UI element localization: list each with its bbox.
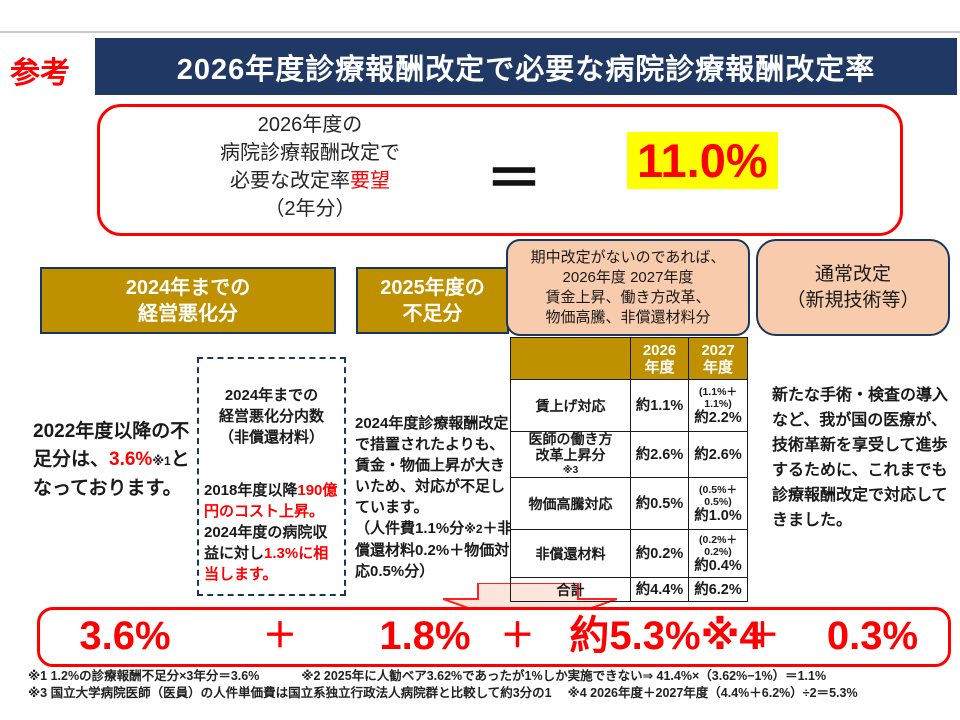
mid-note-ref2: ※2 <box>464 522 483 536</box>
dashed-seg3: 1.3%に相当します。 <box>204 545 329 583</box>
table-cell-value: 約0.4% <box>694 557 742 574</box>
dashed-seg1: 190億円のコスト上昇。 <box>204 482 338 520</box>
left-note: 2022年度以降の不足分は、3.6%※1となっております。 <box>33 418 205 503</box>
requirement-line1: 2026年度の <box>257 114 363 136</box>
table-cell-2027: (0.5%＋ 0.5%) 約1.0% <box>689 478 748 530</box>
footnote-1: ※1 1.2%の診療報酬不足分×3年分＝3.6% <box>28 669 260 683</box>
plus-sign-1: ＋ <box>263 617 297 655</box>
category-normal-revision: 通常改定 （新規技術等） <box>756 239 950 336</box>
sum-value-1: 3.6% <box>79 614 171 658</box>
sum-box: 3.6% ＋ 1.8% ＋ 約5.3% ※4 ＋ 0.3% <box>37 607 951 667</box>
table-cell-paren: (0.5%＋ 0.5%) <box>699 483 737 508</box>
table-row-label-note: ※3 <box>562 464 579 476</box>
table-cell-paren: (0.2%＋ 0.2%) <box>699 533 737 558</box>
table-header-2027: 2027 年度 <box>689 338 748 380</box>
table-cell-2027: (0.2%＋ 0.2%) 約0.4% <box>689 530 748 578</box>
category-past-deterioration: 2024年までの 経営悪化分 <box>40 267 336 334</box>
category-2025-shortfall: 2025年度の 不足分 <box>356 267 509 334</box>
table-header-empty <box>511 338 631 380</box>
table-cell-2026: 約1.1% <box>631 380 689 432</box>
footnote-2: ※2 2025年に人勧ベア3.62%であったが1%しか実施できない⇒ 41.4%… <box>301 669 827 683</box>
requirement-line3-red: 要望 <box>350 170 390 192</box>
table-cell-2027: 約2.6% <box>689 432 748 478</box>
table-cell-2026: 約2.6% <box>631 432 689 478</box>
page-title: 2026年度診療報酬改定で必要な病院診療報酬改定率 <box>95 38 957 95</box>
top-divider <box>0 31 960 33</box>
table-cell-2026: 約0.5% <box>631 478 689 530</box>
footnote-line-2: ※3 国立大学病院医師（医員）の人件単価費は国立系独立行政法人病院群と比較して約… <box>28 685 953 702</box>
reference-tag: 参考 <box>10 57 70 90</box>
rate-table: 2026 年度 2027 年度 賃上げ対応 約1.1% (1.1%＋ 1.1%)… <box>510 337 748 602</box>
plus-sign-3: ＋ <box>745 617 780 655</box>
sum-value-4: 0.3% <box>826 614 919 658</box>
table-row-label-text: 医師の働き方 改革上昇分 <box>528 430 613 463</box>
requirement-line3-black: 必要な改定率 <box>230 170 350 192</box>
right-note: 新たな手術・検査の導入など、我が国の医療が、技術革新を享受して進歩するために、こ… <box>772 387 949 529</box>
requirement-line2: 病院診療報酬改定で <box>220 142 400 164</box>
table-row-label: 賃上げ対応 <box>511 380 631 432</box>
mid-note-seg2: ＋非償還材料0.2%＋物価対応0.5%分） <box>355 520 513 580</box>
table-row-label: 非償還材料 <box>511 530 631 578</box>
table-cell-value: 約2.2% <box>694 409 742 426</box>
table-row-label: 物価高騰対応 <box>511 478 631 530</box>
mid-note-seg0: 2024年度診療報酬改定で措置されたよりも、賃金・物価上昇が大きいため、対応が不… <box>355 415 509 537</box>
sum-value-2: 1.8% <box>379 614 471 658</box>
dashed-box-title: 2024年までの 経営悪化分内数 （非償還材料） <box>218 387 324 446</box>
footnotes: ※1 1.2%の診療報酬不足分×3年分＝3.6% ※2 2025年に人勧ベア3.6… <box>28 668 953 702</box>
table-cell-value: 約1.0% <box>694 507 742 524</box>
table-cell-2026: 約0.2% <box>631 530 689 578</box>
table-cell-2027: (1.1%＋ 1.1%) 約2.2% <box>689 380 748 432</box>
category-midterm: 期中改定がないのであれば、 2026年度 2027年度 賃金上昇、働き方改革、 … <box>506 239 750 336</box>
requirement-line3: 必要な改定率要望 <box>140 167 480 195</box>
equals-sign: ＝ <box>486 147 542 210</box>
page-title-text: 2026年度診療報酬改定で必要な病院診療報酬改定率 <box>176 53 876 86</box>
rate-highlight: 11.0% <box>627 132 778 189</box>
left-note-rate: 3.6% <box>109 449 153 470</box>
plus-sign-2: ＋ <box>500 617 535 655</box>
footnote-line-1: ※1 1.2%の診療報酬不足分×3年分＝3.6% ※2 2025年に人勧ベア3.6… <box>28 668 953 685</box>
dashed-box-body: 2018年度以降190億円のコスト上昇。 2024年度の病院収益に対し1.3%に相… <box>204 480 340 585</box>
non-reimbursed-materials-box: 2024年までの 経営悪化分内数 （非償還材料） 2018年度以降190億円のコ… <box>197 357 346 596</box>
sum-value-3-text: 約5.3% <box>569 614 701 658</box>
table-row-label: 医師の働き方 改革上昇分 ※3 <box>511 430 631 478</box>
table-header-2026: 2026 年度 <box>631 338 689 380</box>
table-cell-2026-total: 約4.4% <box>631 578 689 602</box>
footnote-3: ※3 国立大学病院医師（医員）の人件単価費は国立系独立行政法人病院群と比較して約… <box>28 686 552 700</box>
sum-value-3-note: ※4 <box>700 614 762 658</box>
dashed-seg2: 2024年度の病院収益に対し <box>204 524 328 562</box>
left-note-seg3: となっております。 <box>33 449 190 499</box>
left-note-seg0: 2022年度以降の不足分は、 <box>33 421 190 470</box>
dashed-seg0: 2018年度以降 <box>204 482 298 499</box>
table-cell-2027-total: 約6.2% <box>689 578 748 602</box>
mid-note: 2024年度診療報酬改定で措置されたよりも、賃金・物価上昇が大きいため、対応が不… <box>355 392 513 582</box>
sum-value-3: 約5.3% ※4 <box>540 610 761 664</box>
table-cell-paren: (1.1%＋ 1.1%) <box>699 385 737 410</box>
footnote-4: ※4 2026年度＋2027年度（4.4%＋6.2%）÷2＝5.3% <box>567 686 858 700</box>
left-note-ref1: ※1 <box>152 454 171 468</box>
requirement-line4: （2年分） <box>264 198 356 220</box>
requirement-text: 2026年度の 病院診療報酬改定で 必要な改定率要望 （2年分） <box>140 111 480 223</box>
table-row-label-total: 合計 <box>511 578 631 602</box>
